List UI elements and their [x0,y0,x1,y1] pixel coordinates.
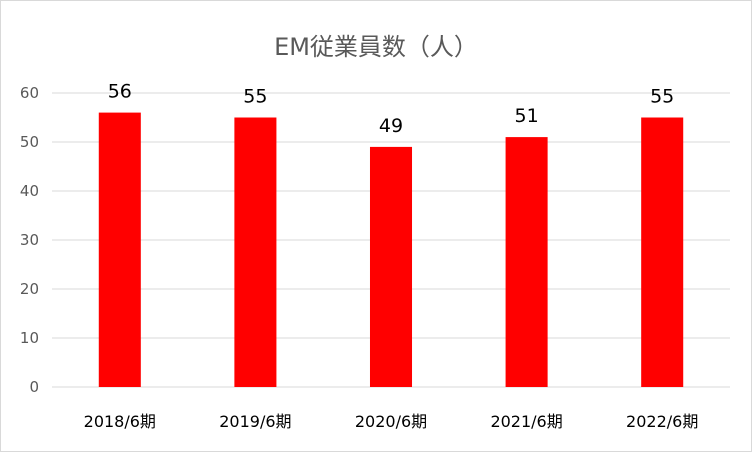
chart-title: EM従業員数（人） [274,33,478,61]
y-tick-label: 10 [20,329,39,347]
data-label: 55 [243,86,267,108]
y-tick-label: 60 [20,84,39,102]
x-tick-label: 2020/6期 [355,412,427,431]
data-label: 51 [515,105,539,127]
y-tick-label: 0 [29,378,39,396]
x-tick-label: 2018/6期 [84,412,156,431]
bar [641,117,684,387]
x-tick-label: 2021/6期 [490,412,562,431]
bar [234,117,277,387]
x-tick-label: 2019/6期 [219,412,291,431]
data-label: 55 [650,86,674,108]
bar [505,137,548,387]
data-label: 49 [379,115,403,137]
x-tick-label: 2022/6期 [626,412,698,431]
y-tick-label: 50 [20,133,39,151]
y-tick-label: 40 [20,182,39,200]
bar [369,146,413,387]
y-tick-label: 30 [20,231,39,249]
data-label: 56 [108,81,132,103]
bar [98,112,141,387]
y-tick-label: 20 [20,280,39,298]
